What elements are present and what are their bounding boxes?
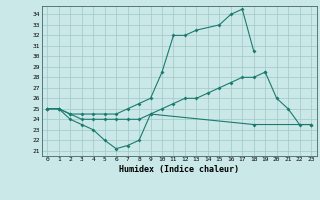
X-axis label: Humidex (Indice chaleur): Humidex (Indice chaleur)	[119, 165, 239, 174]
